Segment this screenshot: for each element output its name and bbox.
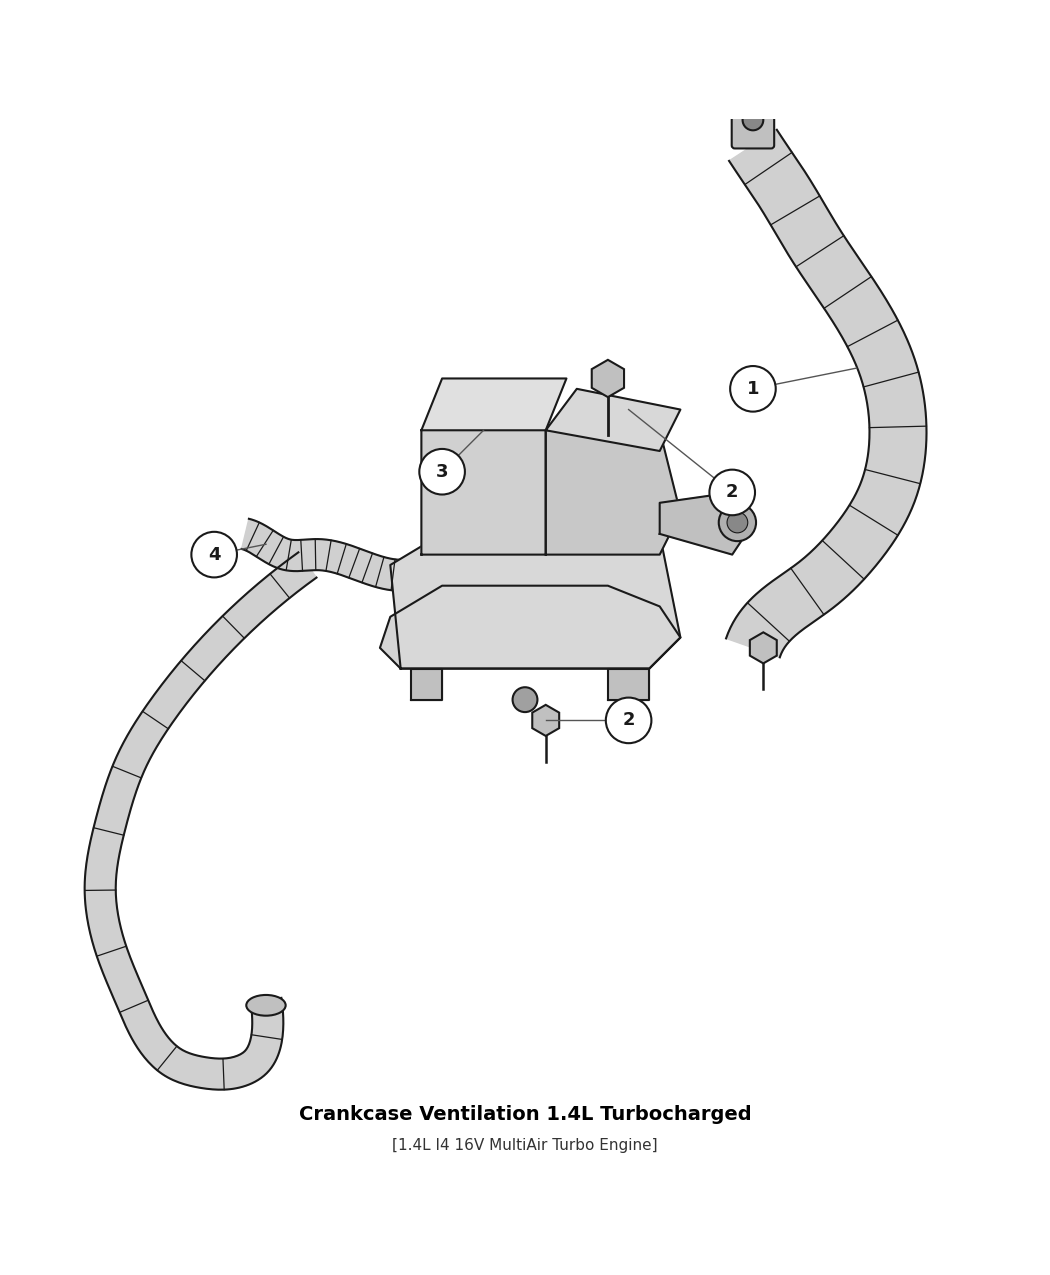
Circle shape: [719, 504, 756, 541]
Polygon shape: [380, 585, 680, 668]
Text: 4: 4: [208, 546, 220, 564]
Polygon shape: [546, 430, 680, 555]
Text: Crankcase Ventilation 1.4L Turbocharged: Crankcase Ventilation 1.4L Turbocharged: [298, 1104, 752, 1123]
Text: [1.4L I4 16V MultiAir Turbo Engine]: [1.4L I4 16V MultiAir Turbo Engine]: [393, 1137, 657, 1153]
Circle shape: [512, 687, 538, 713]
Polygon shape: [659, 492, 753, 555]
Text: 3: 3: [436, 463, 448, 481]
Circle shape: [742, 110, 763, 130]
Circle shape: [710, 469, 755, 515]
Text: 2: 2: [623, 711, 635, 729]
Polygon shape: [391, 534, 680, 668]
Circle shape: [191, 532, 237, 578]
Ellipse shape: [247, 994, 286, 1016]
Circle shape: [730, 366, 776, 412]
Polygon shape: [421, 389, 546, 555]
Circle shape: [606, 697, 651, 743]
Polygon shape: [421, 379, 566, 430]
Circle shape: [727, 513, 748, 533]
Polygon shape: [608, 668, 649, 700]
Text: 1: 1: [747, 380, 759, 398]
Circle shape: [419, 449, 465, 495]
Text: 2: 2: [726, 483, 738, 501]
Polygon shape: [411, 668, 442, 700]
Polygon shape: [546, 389, 680, 451]
Polygon shape: [726, 130, 926, 658]
Polygon shape: [85, 552, 316, 1090]
Polygon shape: [242, 519, 401, 590]
FancyBboxPatch shape: [732, 116, 774, 148]
